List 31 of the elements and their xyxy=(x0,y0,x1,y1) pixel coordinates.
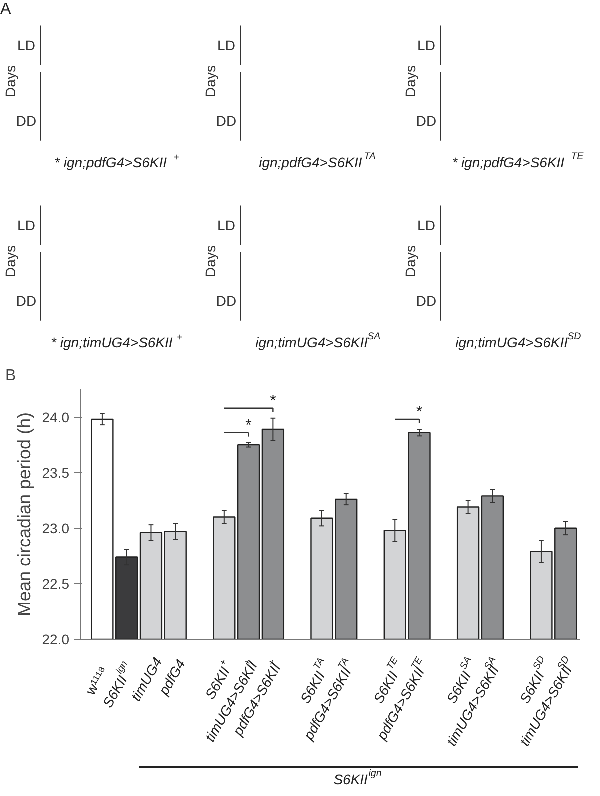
text: Days xyxy=(402,66,418,98)
text: Days xyxy=(202,66,218,98)
text: LD xyxy=(418,38,436,54)
text: Days xyxy=(402,246,418,278)
text: * ign;timUG4>S6KII+ xyxy=(51,332,184,350)
y-tick-label: 22.5 xyxy=(42,576,70,592)
text: Days xyxy=(2,66,18,98)
text: LD xyxy=(218,38,236,54)
y-tick-label: 23.0 xyxy=(42,520,70,536)
annotation: * xyxy=(246,417,252,434)
y-tick-label: 24.0 xyxy=(42,409,70,426)
y-tick-label: 23.5 xyxy=(42,464,70,481)
y-tick-label: 22.0 xyxy=(42,632,70,648)
text: DD xyxy=(416,293,437,310)
text: Days xyxy=(202,246,218,278)
text: DD xyxy=(16,293,37,310)
text: DD xyxy=(216,293,237,310)
text: DD xyxy=(416,113,437,130)
text: DD xyxy=(216,113,237,130)
text: LD xyxy=(418,218,436,234)
annotation: * xyxy=(416,404,423,421)
text: LD xyxy=(18,218,36,234)
text: B xyxy=(6,368,16,384)
text: LD xyxy=(18,38,36,54)
text: Days xyxy=(2,246,18,278)
text: * ign;pdfG4>S6KII+ xyxy=(54,152,180,170)
y-axis-title: Mean circadian period (h) xyxy=(14,412,34,617)
annotation: * xyxy=(270,392,276,410)
text: A xyxy=(0,1,12,18)
text: DD xyxy=(16,113,37,130)
text: LD xyxy=(218,218,236,234)
